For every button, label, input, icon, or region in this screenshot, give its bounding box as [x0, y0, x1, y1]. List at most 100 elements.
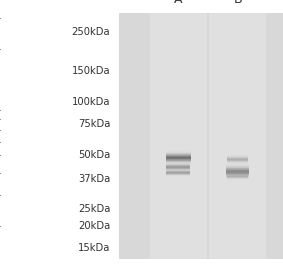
Bar	[227, 175, 248, 176]
Bar	[166, 170, 190, 171]
Bar	[227, 168, 248, 169]
Bar	[227, 167, 248, 168]
Bar	[166, 157, 191, 158]
Bar	[166, 165, 190, 166]
Text: 250kDa: 250kDa	[72, 27, 110, 37]
Bar	[227, 161, 248, 162]
Bar	[226, 166, 249, 167]
Bar	[226, 156, 249, 157]
Bar	[166, 167, 191, 168]
Bar	[166, 169, 190, 170]
Bar	[166, 155, 191, 156]
Bar	[226, 173, 249, 174]
Bar	[226, 170, 249, 171]
Bar	[227, 157, 248, 158]
Bar	[166, 161, 190, 162]
Bar	[166, 163, 191, 164]
Bar	[150, 13, 207, 259]
Bar	[166, 159, 191, 160]
Bar	[227, 156, 248, 157]
Bar	[227, 162, 248, 163]
Bar	[166, 153, 191, 154]
Bar	[226, 178, 249, 179]
Bar	[166, 160, 190, 161]
Bar	[166, 164, 191, 165]
Bar	[166, 163, 190, 164]
Bar	[166, 160, 191, 161]
Bar	[227, 150, 248, 151]
Bar	[226, 179, 249, 180]
Text: 25kDa: 25kDa	[78, 204, 110, 214]
Bar	[226, 175, 249, 176]
Bar	[166, 176, 190, 177]
Bar	[166, 173, 190, 174]
Bar	[227, 171, 248, 172]
Bar	[166, 168, 190, 169]
Bar	[226, 174, 249, 175]
Bar	[166, 166, 190, 167]
Bar	[227, 164, 248, 165]
Bar	[227, 151, 248, 152]
Text: 37kDa: 37kDa	[78, 173, 110, 183]
Bar	[226, 186, 249, 187]
Bar	[166, 162, 191, 163]
Bar	[226, 159, 249, 160]
Bar	[166, 166, 191, 167]
Bar	[227, 159, 248, 160]
Bar	[166, 172, 190, 173]
Bar	[227, 179, 248, 180]
Bar	[166, 162, 190, 163]
Bar	[227, 153, 248, 154]
Bar	[166, 175, 190, 176]
Bar	[166, 171, 191, 172]
Bar	[227, 169, 248, 170]
Bar	[166, 173, 190, 174]
Bar	[166, 151, 191, 152]
Bar	[226, 169, 249, 170]
Bar	[166, 175, 190, 176]
Bar	[227, 177, 248, 178]
Bar	[227, 178, 248, 179]
Bar	[209, 13, 266, 259]
Bar	[166, 144, 191, 145]
Bar	[226, 183, 249, 184]
Bar	[227, 158, 248, 159]
Bar	[166, 164, 190, 165]
Bar	[226, 176, 249, 177]
Bar	[226, 172, 249, 173]
Bar	[166, 156, 191, 157]
Bar	[227, 170, 248, 171]
Bar	[227, 174, 248, 175]
Bar	[227, 172, 248, 173]
Bar	[166, 170, 191, 171]
Bar	[166, 148, 191, 149]
Bar	[166, 174, 190, 175]
Text: 150kDa: 150kDa	[72, 66, 110, 76]
Bar	[227, 181, 248, 182]
Bar	[226, 158, 249, 159]
Bar	[226, 180, 249, 181]
Bar	[166, 161, 191, 162]
Bar	[226, 185, 249, 186]
Bar	[226, 167, 249, 168]
Text: 100kDa: 100kDa	[72, 97, 110, 107]
Bar	[166, 168, 191, 169]
Bar	[166, 180, 190, 181]
Bar	[226, 157, 249, 158]
Bar	[227, 165, 248, 166]
Bar	[227, 154, 248, 155]
Bar	[226, 182, 249, 183]
Bar	[227, 166, 248, 167]
Bar	[166, 167, 190, 168]
Bar	[226, 155, 249, 156]
Bar	[226, 168, 249, 169]
Bar	[227, 176, 248, 177]
Bar	[226, 181, 249, 182]
Bar	[226, 177, 249, 178]
Text: 15kDa: 15kDa	[78, 243, 110, 253]
Bar	[166, 171, 190, 172]
Text: 75kDa: 75kDa	[78, 119, 110, 129]
Bar	[166, 165, 191, 166]
Bar	[226, 162, 249, 163]
Bar	[226, 160, 249, 161]
